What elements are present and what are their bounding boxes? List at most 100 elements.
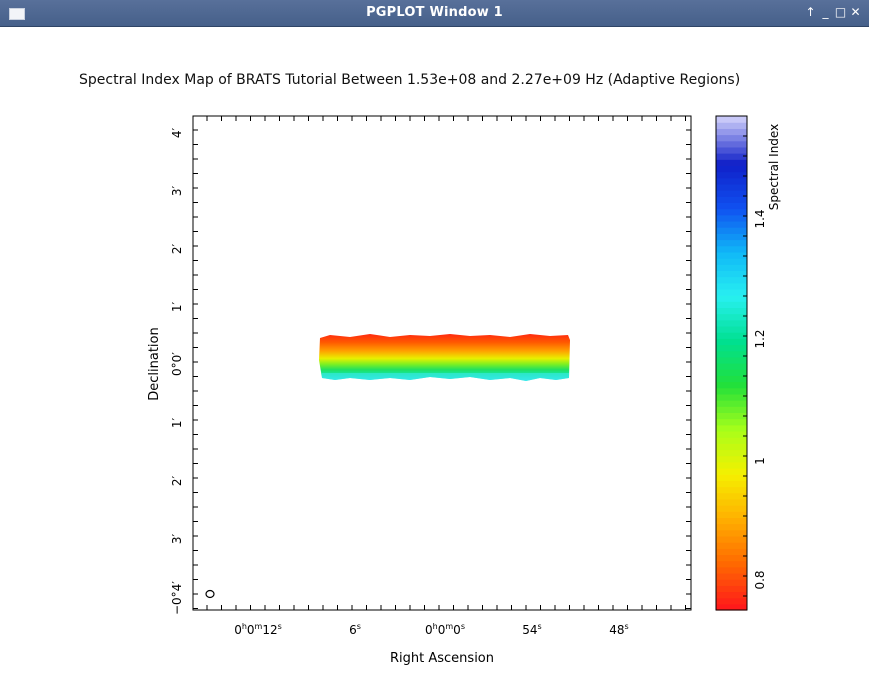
- y-tick-label: 3′: [170, 186, 184, 197]
- y-tick-label: 1′: [170, 302, 184, 313]
- colorbar-band: [716, 171, 747, 179]
- title-bar[interactable]: PGPLOT Window 1 ↑ _ □ ✕: [0, 0, 869, 27]
- x-tick-label: 0h0m0s: [425, 622, 465, 637]
- colorbar-band: [716, 301, 747, 309]
- colorbar-band: [716, 424, 747, 432]
- beam-ellipse-icon: [205, 589, 215, 599]
- colorbar-frame: [715, 115, 748, 611]
- colorbar-band: [716, 393, 747, 401]
- colorbar-band: [716, 474, 747, 481]
- raise-button[interactable]: ↑: [805, 5, 816, 19]
- colorbar-band: [716, 220, 747, 228]
- y-tick-label: 4′: [170, 128, 184, 139]
- y-tick-label: 0°0′: [170, 352, 184, 376]
- colorbar-band: [716, 350, 747, 358]
- y-axis-label: Declination: [147, 327, 162, 401]
- colorbar-band: [716, 356, 747, 364]
- colorbar-band: [716, 177, 747, 185]
- colorbar-band: [716, 245, 747, 253]
- colorbar-band: [716, 116, 747, 123]
- colorbar-tick-label: 1: [753, 457, 767, 465]
- minimize-button[interactable]: _: [822, 5, 829, 19]
- x-tick-label: 6s: [349, 622, 361, 637]
- colorbar-gradient: [716, 116, 747, 611]
- colorbar-band: [716, 517, 747, 525]
- colorbar-band: [716, 523, 747, 531]
- x-axis-ticks: 0h0m12s 6s 0h0m0s 54s 48s: [234, 622, 629, 637]
- window-controls: ↑ _ □ ✕: [803, 5, 863, 19]
- colorbar-band: [716, 548, 747, 556]
- colorbar-band: [716, 412, 747, 420]
- colorbar: 0.8 1 1.2 1.4 Spectral Index: [715, 115, 781, 611]
- colorbar-band: [716, 455, 747, 463]
- colorbar-band: [716, 288, 747, 296]
- colorbar-band: [716, 418, 747, 426]
- colorbar-band: [716, 579, 747, 586]
- colorbar-band: [716, 214, 747, 222]
- colorbar-tick-label: 1.2: [753, 329, 767, 348]
- colorbar-band: [716, 505, 747, 512]
- colorbar-band: [716, 183, 747, 191]
- colorbar-band: [716, 363, 747, 370]
- colorbar-band: [716, 307, 747, 315]
- colorbar-band: [716, 122, 747, 129]
- x-tick-label: 48s: [609, 622, 628, 637]
- colorbar-band: [716, 313, 747, 321]
- colorbar-band: [716, 295, 747, 302]
- colorbar-band: [716, 566, 747, 574]
- colorbar-band: [716, 591, 747, 599]
- x-tick-label: 0h0m12s: [234, 622, 282, 637]
- y-tick-label: 3′: [170, 534, 184, 545]
- colorbar-band: [716, 437, 747, 444]
- colorbar-band: [716, 325, 747, 333]
- colorbar-band: [716, 443, 747, 451]
- close-button[interactable]: ✕: [850, 5, 861, 19]
- colorbar-band: [716, 227, 747, 234]
- colorbar-band: [716, 208, 747, 216]
- colorbar-band: [716, 535, 747, 543]
- colorbar-band: [716, 381, 747, 389]
- colorbar-band: [716, 344, 747, 352]
- colorbar-band: [716, 233, 747, 241]
- colorbar-band: [716, 369, 747, 376]
- colorbar-band: [716, 196, 747, 204]
- colorbar-band: [716, 486, 747, 494]
- colorbar-band: [716, 406, 747, 413]
- x-tick-label: 54s: [522, 622, 541, 637]
- y-tick-label: 1′: [170, 418, 184, 429]
- colorbar-band: [716, 165, 747, 173]
- colorbar-band: [716, 603, 747, 611]
- y-axis-ticks: 4′ 3′ 2′ 1′ 0°0′ 1′ 2′ 3′ −0°4′: [170, 128, 184, 615]
- colorbar-band: [716, 572, 747, 580]
- colorbar-band: [716, 140, 747, 148]
- colorbar-band: [716, 498, 747, 506]
- colorbar-band: [716, 190, 747, 197]
- colorbar-band: [716, 270, 747, 278]
- maximize-button[interactable]: □: [834, 5, 847, 19]
- colorbar-band: [716, 264, 747, 271]
- colorbar-band: [716, 128, 747, 136]
- colorbar-band: [716, 332, 747, 339]
- colorbar-band: [716, 461, 747, 469]
- colorbar-ticks: [743, 135, 747, 597]
- colorbar-band: [716, 387, 747, 395]
- colorbar-band: [716, 202, 747, 210]
- colorbar-band: [716, 375, 747, 383]
- axis-minor-ticks: [193, 116, 691, 610]
- colorbar-tick-label: 0.8: [753, 570, 767, 589]
- window-menu-icon[interactable]: [9, 8, 25, 20]
- colorbar-band: [716, 258, 747, 265]
- colorbar-band: [716, 529, 747, 537]
- colorbar-band: [716, 134, 747, 142]
- colorbar-band: [716, 430, 747, 438]
- colorbar-band: [716, 480, 747, 488]
- colorbar-band: [716, 449, 747, 457]
- colorbar-band: [716, 492, 747, 500]
- colorbar-band: [716, 400, 747, 407]
- colorbar-band: [716, 511, 747, 518]
- colorbar-band: [716, 239, 747, 247]
- colorbar-band: [716, 597, 747, 605]
- colorbar-band: [716, 159, 747, 166]
